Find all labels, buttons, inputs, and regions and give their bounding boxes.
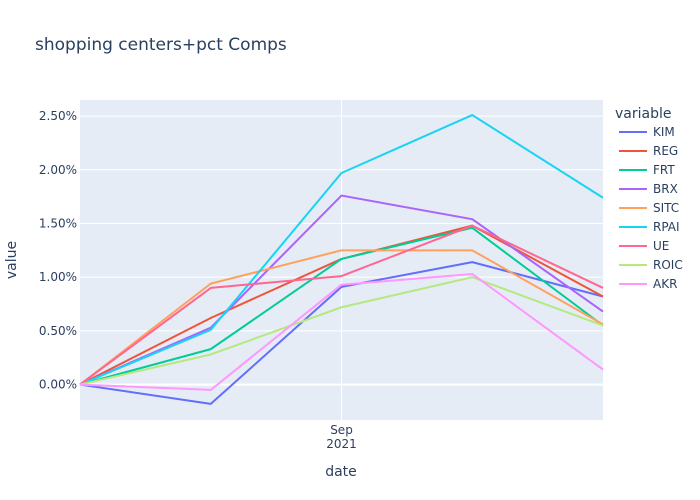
- series-line-ue: [79, 224, 604, 386]
- series-lines: [79, 114, 604, 405]
- legend-label: ROIC: [653, 258, 683, 272]
- legend-item-sitc[interactable]: SITC: [619, 201, 679, 215]
- series-line-akr: [79, 272, 604, 391]
- y-tick-label: 1.00%: [39, 270, 77, 284]
- y-tick-label: 2.50%: [39, 109, 77, 123]
- series-line-rpai: [79, 114, 604, 386]
- legend-item-frt[interactable]: FRT: [619, 163, 675, 177]
- legend-label: SITC: [653, 201, 679, 215]
- series-line-frt: [79, 226, 604, 386]
- legend-label: RPAI: [653, 220, 680, 234]
- legend-item-rpai[interactable]: RPAI: [619, 220, 680, 234]
- legend-item-kim[interactable]: KIM: [619, 125, 675, 139]
- chart-title: shopping centers+pct Comps: [35, 35, 287, 55]
- legend[interactable]: KIM REG FRT BRX SITC RPAI UE ROIC AKR: [619, 125, 683, 291]
- legend-label: UE: [653, 239, 669, 253]
- grid: [80, 100, 603, 420]
- y-tick-label: 0.50%: [39, 324, 77, 338]
- legend-item-ue[interactable]: UE: [619, 239, 669, 253]
- series-line-kim: [79, 261, 604, 405]
- legend-item-reg[interactable]: REG: [619, 144, 678, 158]
- legend-item-roic[interactable]: ROIC: [619, 258, 683, 272]
- legend-label: BRX: [653, 182, 678, 196]
- series-line-sitc: [79, 249, 604, 386]
- y-tick-label: 0.00%: [39, 378, 77, 392]
- legend-label: FRT: [653, 163, 675, 177]
- series-line-brx: [79, 194, 604, 386]
- x-tick-sublabel: 2021: [326, 437, 357, 451]
- legend-label: AKR: [653, 277, 677, 291]
- legend-item-brx[interactable]: BRX: [619, 182, 678, 196]
- legend-label: KIM: [653, 125, 675, 139]
- legend-label: REG: [653, 144, 678, 158]
- legend-item-akr[interactable]: AKR: [619, 277, 677, 291]
- legend-title: variable: [615, 106, 671, 122]
- x-tick-label: Sep: [330, 423, 353, 437]
- series-line-roic: [79, 276, 604, 386]
- y-axis-title: value: [4, 241, 20, 279]
- y-tick-label: 1.50%: [39, 216, 77, 230]
- y-tick-labels: 0.00% 0.50% 1.00% 1.50% 2.00% 2.50%: [39, 109, 77, 391]
- y-tick-label: 2.00%: [39, 163, 77, 177]
- x-axis-title: date: [325, 464, 357, 480]
